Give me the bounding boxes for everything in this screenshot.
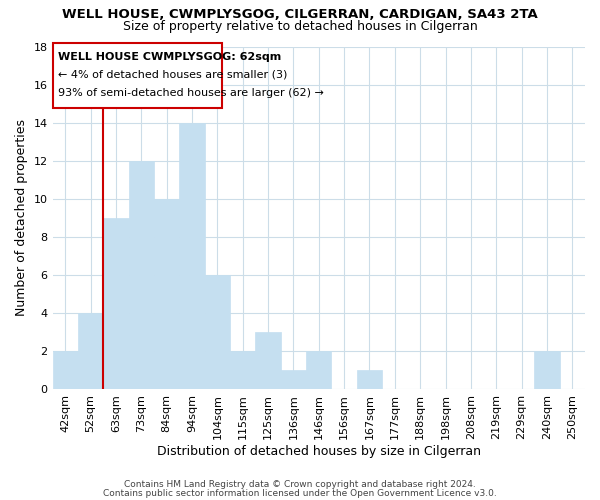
Bar [154, 199, 179, 389]
Bar [128, 161, 154, 389]
Bar [103, 218, 128, 389]
FancyBboxPatch shape [53, 43, 223, 108]
Text: WELL HOUSE CWMPLYSGOG: 62sqm: WELL HOUSE CWMPLYSGOG: 62sqm [58, 52, 281, 62]
Bar [53, 351, 78, 389]
Text: Contains HM Land Registry data © Crown copyright and database right 2024.: Contains HM Land Registry data © Crown c… [124, 480, 476, 489]
Text: 93% of semi-detached houses are larger (62) →: 93% of semi-detached houses are larger (… [58, 88, 323, 98]
Bar [256, 332, 281, 389]
Bar [357, 370, 382, 389]
Text: WELL HOUSE, CWMPLYSGOG, CILGERRAN, CARDIGAN, SA43 2TA: WELL HOUSE, CWMPLYSGOG, CILGERRAN, CARDI… [62, 8, 538, 20]
Bar [179, 123, 205, 389]
Bar [281, 370, 306, 389]
Text: Size of property relative to detached houses in Cilgerran: Size of property relative to detached ho… [122, 20, 478, 33]
Bar [534, 351, 560, 389]
Bar [78, 313, 103, 389]
X-axis label: Distribution of detached houses by size in Cilgerran: Distribution of detached houses by size … [157, 444, 481, 458]
Y-axis label: Number of detached properties: Number of detached properties [15, 120, 28, 316]
Text: Contains public sector information licensed under the Open Government Licence v3: Contains public sector information licen… [103, 490, 497, 498]
Bar [205, 275, 230, 389]
Text: ← 4% of detached houses are smaller (3): ← 4% of detached houses are smaller (3) [58, 70, 287, 80]
Bar [306, 351, 331, 389]
Bar [230, 351, 256, 389]
